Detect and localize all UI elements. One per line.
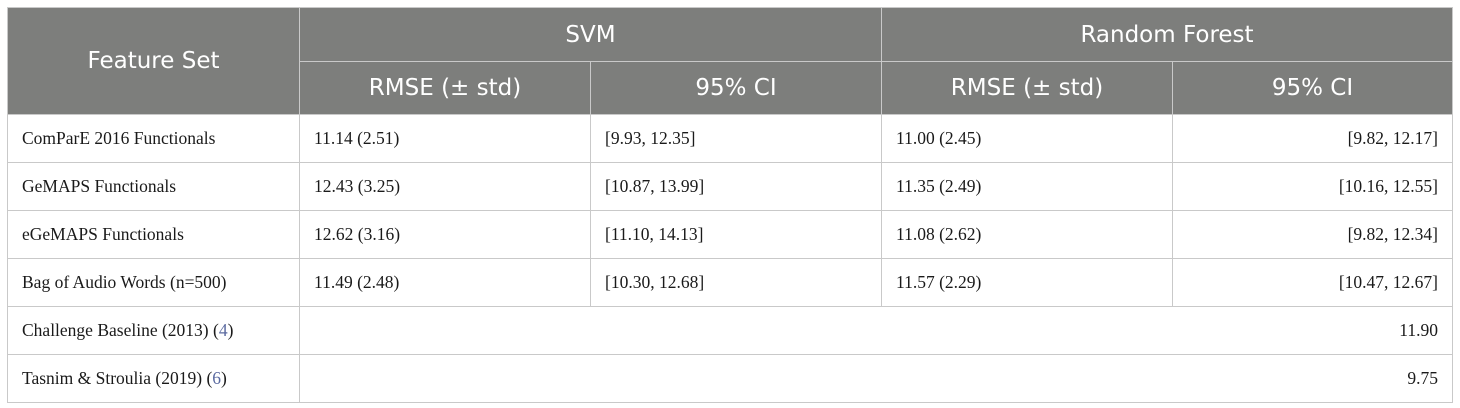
rf-ci-cell: [10.16, 12.55] xyxy=(1172,162,1453,211)
feature-cell: eGeMAPS Functionals xyxy=(7,210,300,259)
rf-rmse-cell: 11.35 (2.49) xyxy=(881,162,1173,211)
citation-link[interactable]: 6 xyxy=(212,368,222,388)
baseline-row: Challenge Baseline (2013) (4) 11.90 xyxy=(7,306,1453,355)
feature-cell: GeMAPS Functionals xyxy=(7,162,300,211)
table-row: eGeMAPS Functionals 12.62 (3.16) [11.10,… xyxy=(7,210,1453,259)
header-rf-ci: 95% CI xyxy=(1172,61,1453,115)
baseline-value-cell: 9.75 xyxy=(299,354,1453,403)
rf-rmse-cell: 11.57 (2.29) xyxy=(881,258,1173,307)
header-svm: SVM xyxy=(299,7,882,62)
header-svm-ci: 95% CI xyxy=(590,61,882,115)
rf-rmse-cell: 11.08 (2.62) xyxy=(881,210,1173,259)
svm-ci-cell: [11.10, 14.13] xyxy=(590,210,882,259)
svm-ci-cell: [10.87, 13.99] xyxy=(590,162,882,211)
svm-rmse-cell: 12.62 (3.16) xyxy=(299,210,591,259)
feature-cell: Bag of Audio Words (n=500) xyxy=(7,258,300,307)
svm-rmse-cell: 11.49 (2.48) xyxy=(299,258,591,307)
baseline-row: Tasnim & Stroulia (2019) (6) 9.75 xyxy=(7,354,1453,403)
baseline-label-cell: Tasnim & Stroulia (2019) (6) xyxy=(7,354,300,403)
rf-rmse-cell: 11.00 (2.45) xyxy=(881,114,1173,163)
baseline-label: Challenge Baseline (2013) xyxy=(22,320,209,340)
svm-ci-cell: [10.30, 12.68] xyxy=(590,258,882,307)
baseline-value-cell: 11.90 xyxy=(299,306,1453,355)
results-table: Feature Set SVM Random Forest RMSE (± st… xyxy=(7,7,1453,403)
rf-ci-cell: [9.82, 12.17] xyxy=(1172,114,1453,163)
header-rf-rmse: RMSE (± std) xyxy=(881,61,1173,115)
svm-rmse-cell: 12.43 (3.25) xyxy=(299,162,591,211)
table-row: Bag of Audio Words (n=500) 11.49 (2.48) … xyxy=(7,258,1453,307)
svm-ci-cell: [9.93, 12.35] xyxy=(590,114,882,163)
svm-rmse-cell: 11.14 (2.51) xyxy=(299,114,591,163)
rf-ci-cell: [10.47, 12.67] xyxy=(1172,258,1453,307)
header-svm-rmse: RMSE (± std) xyxy=(299,61,591,115)
table-row: ComParE 2016 Functionals 11.14 (2.51) [9… xyxy=(7,114,1453,163)
baseline-label: Tasnim & Stroulia (2019) xyxy=(22,368,203,388)
table-row: GeMAPS Functionals 12.43 (3.25) [10.87, … xyxy=(7,162,1453,211)
rf-ci-cell: [9.82, 12.34] xyxy=(1172,210,1453,259)
baseline-label-cell: Challenge Baseline (2013) (4) xyxy=(7,306,300,355)
feature-cell: ComParE 2016 Functionals xyxy=(7,114,300,163)
header-feature-set: Feature Set xyxy=(7,7,300,115)
header-random-forest: Random Forest xyxy=(881,7,1453,62)
citation-link[interactable]: 4 xyxy=(218,320,228,340)
